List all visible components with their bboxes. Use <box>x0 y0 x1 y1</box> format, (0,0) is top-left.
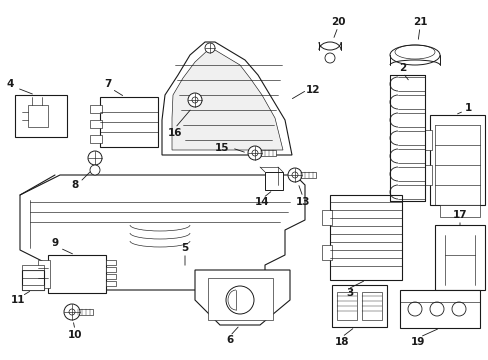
Circle shape <box>90 165 100 175</box>
Text: 11: 11 <box>11 295 25 305</box>
Bar <box>264 172 283 190</box>
Bar <box>106 281 116 286</box>
Text: 15: 15 <box>214 143 229 153</box>
Bar <box>297 172 315 178</box>
Bar <box>207 278 272 320</box>
Circle shape <box>204 43 215 53</box>
Bar <box>38 260 50 288</box>
Text: 6: 6 <box>226 335 233 345</box>
Circle shape <box>64 304 80 320</box>
Circle shape <box>247 146 262 160</box>
Bar <box>321 245 331 260</box>
Circle shape <box>69 309 75 315</box>
Bar <box>331 285 386 327</box>
Text: 14: 14 <box>254 197 269 207</box>
Polygon shape <box>20 175 305 290</box>
Circle shape <box>187 93 202 107</box>
Bar <box>48 255 106 293</box>
Polygon shape <box>172 50 283 150</box>
Bar <box>321 210 331 225</box>
Bar <box>22 265 44 270</box>
Circle shape <box>407 302 421 316</box>
Text: 10: 10 <box>68 330 82 340</box>
Bar <box>429 115 484 205</box>
Text: 9: 9 <box>51 238 59 248</box>
Bar <box>258 150 275 156</box>
Bar <box>22 270 44 290</box>
Bar <box>106 267 116 272</box>
Bar <box>329 195 401 280</box>
Circle shape <box>251 150 258 156</box>
Circle shape <box>451 302 465 316</box>
Polygon shape <box>162 42 291 155</box>
Text: 20: 20 <box>330 17 345 27</box>
Text: 18: 18 <box>334 337 348 347</box>
Text: 19: 19 <box>410 337 425 347</box>
Bar <box>90 105 102 113</box>
Bar <box>90 135 102 143</box>
Circle shape <box>325 53 334 63</box>
Text: 2: 2 <box>399 63 406 73</box>
Text: 8: 8 <box>71 180 79 190</box>
Bar <box>28 105 48 127</box>
Bar <box>399 290 479 328</box>
Bar <box>15 95 67 137</box>
Circle shape <box>291 172 297 178</box>
Text: 21: 21 <box>412 17 427 27</box>
Text: 12: 12 <box>305 85 320 95</box>
Bar <box>106 274 116 279</box>
Circle shape <box>429 302 443 316</box>
Bar <box>439 205 479 217</box>
Text: 16: 16 <box>167 128 182 138</box>
Circle shape <box>225 286 253 314</box>
Bar <box>106 260 116 265</box>
Circle shape <box>88 151 102 165</box>
Circle shape <box>287 168 302 182</box>
Text: 3: 3 <box>346 288 353 298</box>
Text: 13: 13 <box>295 197 309 207</box>
Bar <box>424 130 431 150</box>
Text: 1: 1 <box>464 103 470 113</box>
Bar <box>22 285 44 290</box>
Bar <box>336 292 356 320</box>
Text: 7: 7 <box>104 79 111 89</box>
Bar <box>90 120 102 128</box>
Polygon shape <box>195 270 289 325</box>
Bar <box>75 309 93 315</box>
Text: 4: 4 <box>6 79 14 89</box>
Bar <box>100 97 158 147</box>
Text: 17: 17 <box>452 210 467 220</box>
Text: 5: 5 <box>181 243 188 253</box>
Bar <box>434 225 484 290</box>
Bar <box>361 292 381 320</box>
Bar <box>424 165 431 185</box>
Circle shape <box>192 97 198 103</box>
